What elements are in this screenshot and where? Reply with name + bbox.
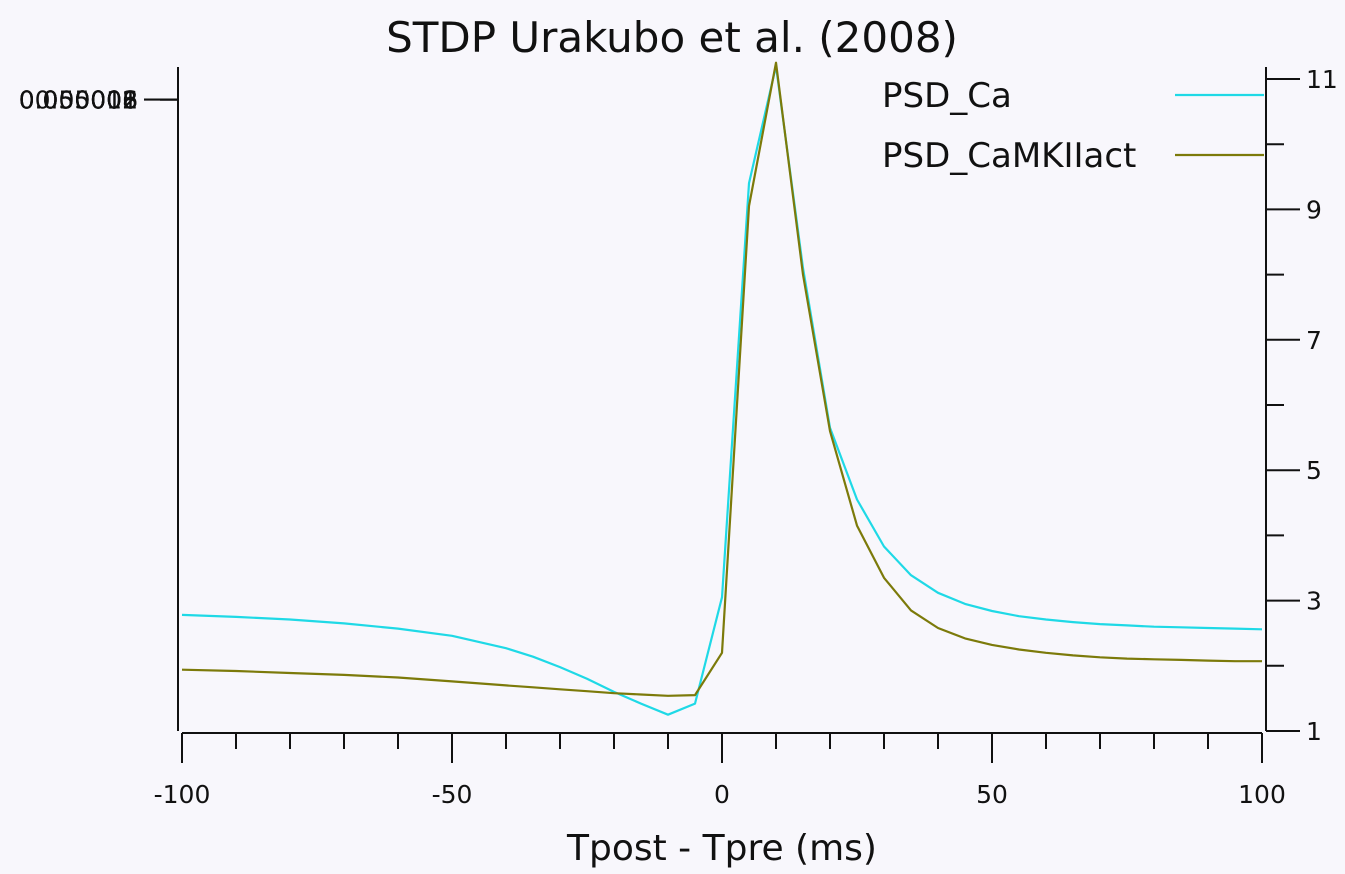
x-tick-label: -50 <box>432 780 473 809</box>
y-left-tick-label: 0.050006 <box>19 86 138 115</box>
legend: PSD_Ca PSD_CaMKIIact <box>882 76 1264 176</box>
y-left-tick-label: 0.05001 <box>35 86 138 115</box>
y-right-tick-label: 5 <box>1306 456 1322 485</box>
x-tick-label: 50 <box>976 780 1008 809</box>
y-left-tick-label: 0.050012 <box>19 86 138 115</box>
y-right-tick-label: 9 <box>1306 195 1322 224</box>
y-right-tick-label: 1 <box>1306 717 1322 746</box>
y-right-tick-label: 3 <box>1306 587 1322 616</box>
y-right-tick-label: 7 <box>1306 326 1322 355</box>
legend-label: PSD_CaMKIIact <box>882 136 1136 176</box>
series-line-psd-camkiiact <box>181 61 1262 697</box>
axes: -100 -50 0 50 100 0.0500060.0500080.050010.05… <box>19 65 1338 809</box>
x-tick-label: 0 <box>714 780 730 809</box>
legend-label: PSD_Ca <box>882 76 1012 116</box>
y-right-tick-label: 11 <box>1306 65 1338 94</box>
y-left-tick-label: 0.050008 <box>19 86 138 115</box>
x-axis-label: Tpost - Tpre (ms) <box>566 828 877 869</box>
chart-title: STDP Urakubo et al. (2008) <box>386 13 958 62</box>
x-tick-label: 100 <box>1238 780 1286 809</box>
x-tick-label: -100 <box>154 780 211 809</box>
series-layer <box>181 61 1263 716</box>
